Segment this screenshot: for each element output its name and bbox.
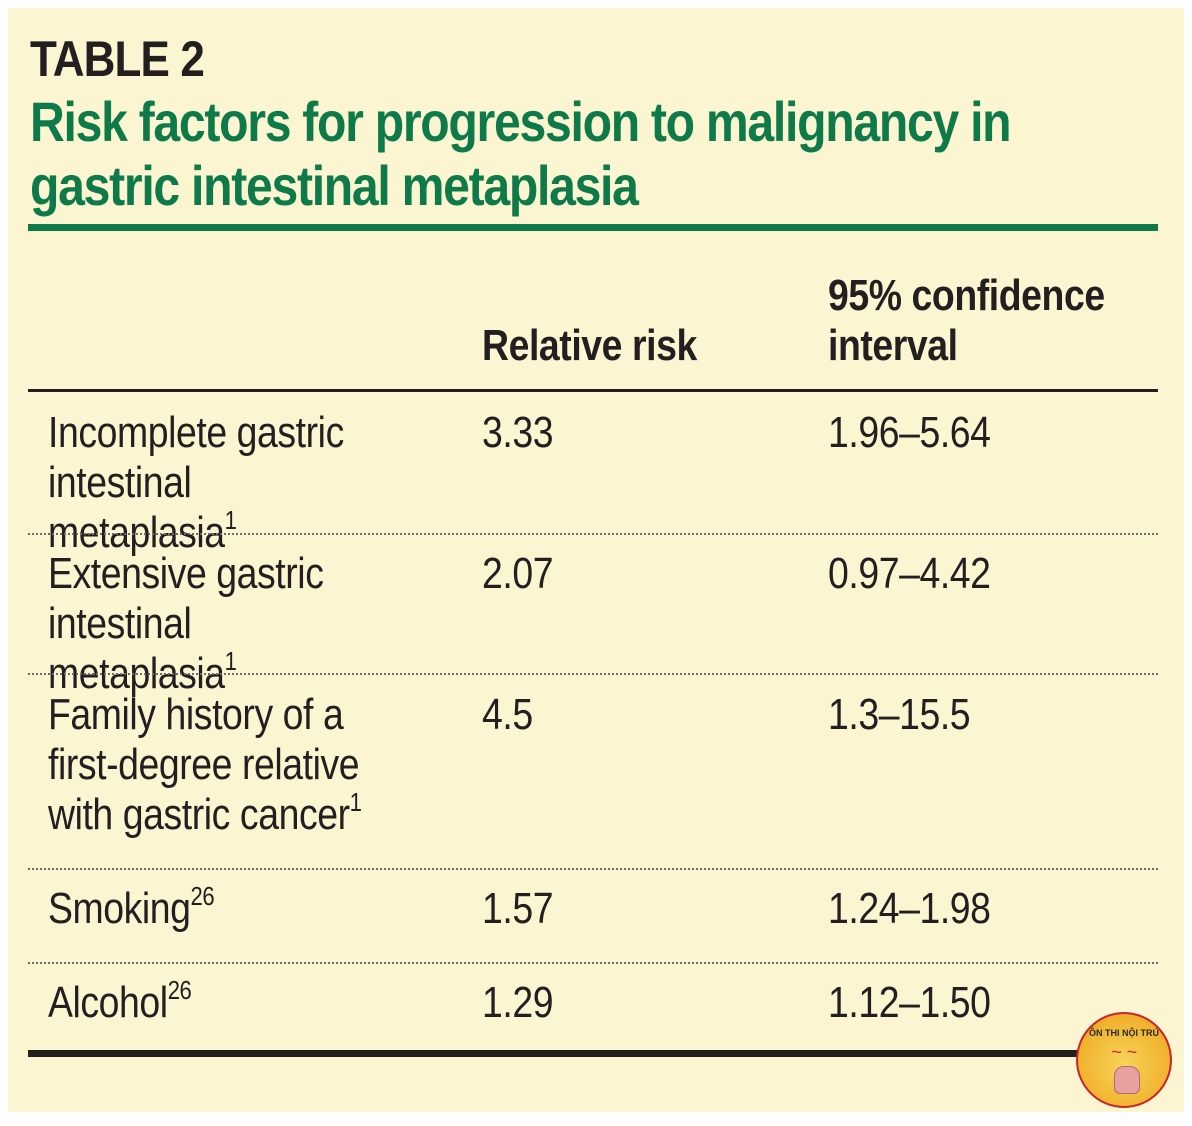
row-divider: [28, 673, 1158, 675]
row-divider: [28, 962, 1158, 964]
table-row-factor: Extensive gastric intestinal metaplasia1: [48, 549, 388, 699]
factor-label: Alcohol: [48, 978, 168, 1027]
table-row-relative-risk: 1.29: [482, 978, 554, 1027]
row-divider: [28, 533, 1158, 535]
table-row-ci: 1.96–5.64: [828, 408, 991, 457]
footnote-ref: 26: [167, 975, 192, 1005]
footnote-ref: 26: [190, 881, 215, 911]
stomach-icon: [1114, 1066, 1140, 1094]
row-divider: [28, 868, 1158, 870]
footnote-ref: 1: [224, 505, 237, 535]
column-header-relative-risk: Relative risk: [482, 321, 697, 370]
factor-label: Incomplete gastric intestinal metaplasia: [48, 408, 344, 557]
footnote-ref: 1: [224, 646, 237, 676]
factor-label: Extensive gastric intestinal metaplasia: [48, 549, 324, 698]
table-row-ci: 0.97–4.42: [828, 549, 991, 598]
table-title: Risk factors for progression to malignan…: [30, 90, 1012, 217]
table-row-relative-risk: 2.07: [482, 549, 554, 598]
watermark-logo: ÔN THI NỘI TRÚ ~ ~: [1076, 1012, 1172, 1108]
footnote-ref: 1: [349, 787, 362, 817]
table-row-ci: 1.3–15.5: [828, 690, 971, 739]
table-row-factor: Incomplete gastric intestinal metaplasia…: [48, 408, 388, 558]
table-row-relative-risk: 1.57: [482, 884, 554, 933]
table-row-factor: Family history of a first-degree relativ…: [48, 690, 388, 840]
column-header-confidence-interval: 95% confidence interval: [828, 271, 1105, 370]
title-rule: [28, 224, 1158, 231]
table-panel: TABLE 2 Risk factors for progression to …: [8, 8, 1184, 1112]
table-row-factor: Alcohol26: [48, 975, 192, 1028]
header-rule: [28, 389, 1158, 392]
factor-label: Family history of a first-degree relativ…: [48, 690, 360, 839]
watermark-text: ÔN THI NỘI TRÚ: [1089, 1028, 1159, 1038]
table-row-relative-risk: 4.5: [482, 690, 533, 739]
table-row-factor: Smoking26: [48, 881, 215, 934]
table-row-relative-risk: 3.33: [482, 408, 554, 457]
table-row-ci: 1.24–1.98: [828, 884, 991, 933]
table-label: TABLE 2: [30, 31, 205, 87]
factor-label: Smoking: [48, 884, 191, 933]
signature-mark: ~ ~: [1110, 1042, 1138, 1062]
table-row-ci: 1.12–1.50: [828, 978, 991, 1027]
bottom-rule: [28, 1050, 1158, 1057]
